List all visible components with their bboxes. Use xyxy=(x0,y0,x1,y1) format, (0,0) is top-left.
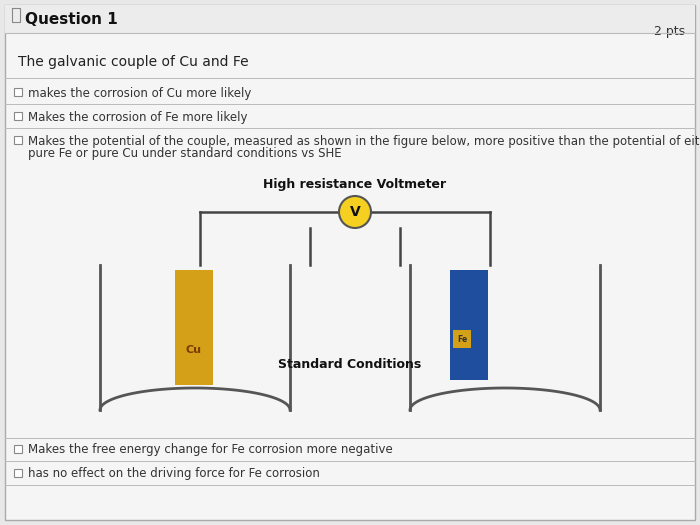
FancyBboxPatch shape xyxy=(14,445,22,453)
FancyBboxPatch shape xyxy=(5,5,695,520)
FancyBboxPatch shape xyxy=(14,112,22,120)
Text: Makes the potential of the couple, measured as shown in the figure below, more p: Makes the potential of the couple, measu… xyxy=(28,134,700,148)
Text: Question 1: Question 1 xyxy=(25,12,118,26)
Text: 2 pts: 2 pts xyxy=(654,25,685,38)
Text: The galvanic couple of Cu and Fe: The galvanic couple of Cu and Fe xyxy=(18,55,248,69)
Text: Fe: Fe xyxy=(457,334,467,343)
FancyBboxPatch shape xyxy=(14,88,22,96)
Text: V: V xyxy=(349,205,360,219)
Circle shape xyxy=(339,196,371,228)
FancyBboxPatch shape xyxy=(14,136,22,144)
Text: makes the corrosion of Cu more likely: makes the corrosion of Cu more likely xyxy=(28,87,251,100)
Bar xyxy=(453,330,471,348)
Bar xyxy=(175,270,213,385)
FancyBboxPatch shape xyxy=(14,469,22,477)
Bar xyxy=(5,5,695,33)
Text: pure Fe or pure Cu under standard conditions vs SHE: pure Fe or pure Cu under standard condit… xyxy=(28,148,342,161)
Text: Makes the free energy change for Fe corrosion more negative: Makes the free energy change for Fe corr… xyxy=(28,444,393,457)
Text: High resistance Voltmeter: High resistance Voltmeter xyxy=(263,178,447,191)
Text: Standard Conditions: Standard Conditions xyxy=(279,359,421,372)
Text: Cu: Cu xyxy=(186,345,202,355)
Text: Makes the corrosion of Fe more likely: Makes the corrosion of Fe more likely xyxy=(28,110,248,123)
Text: has no effect on the driving force for Fe corrosion: has no effect on the driving force for F… xyxy=(28,467,320,480)
Bar xyxy=(450,270,488,380)
